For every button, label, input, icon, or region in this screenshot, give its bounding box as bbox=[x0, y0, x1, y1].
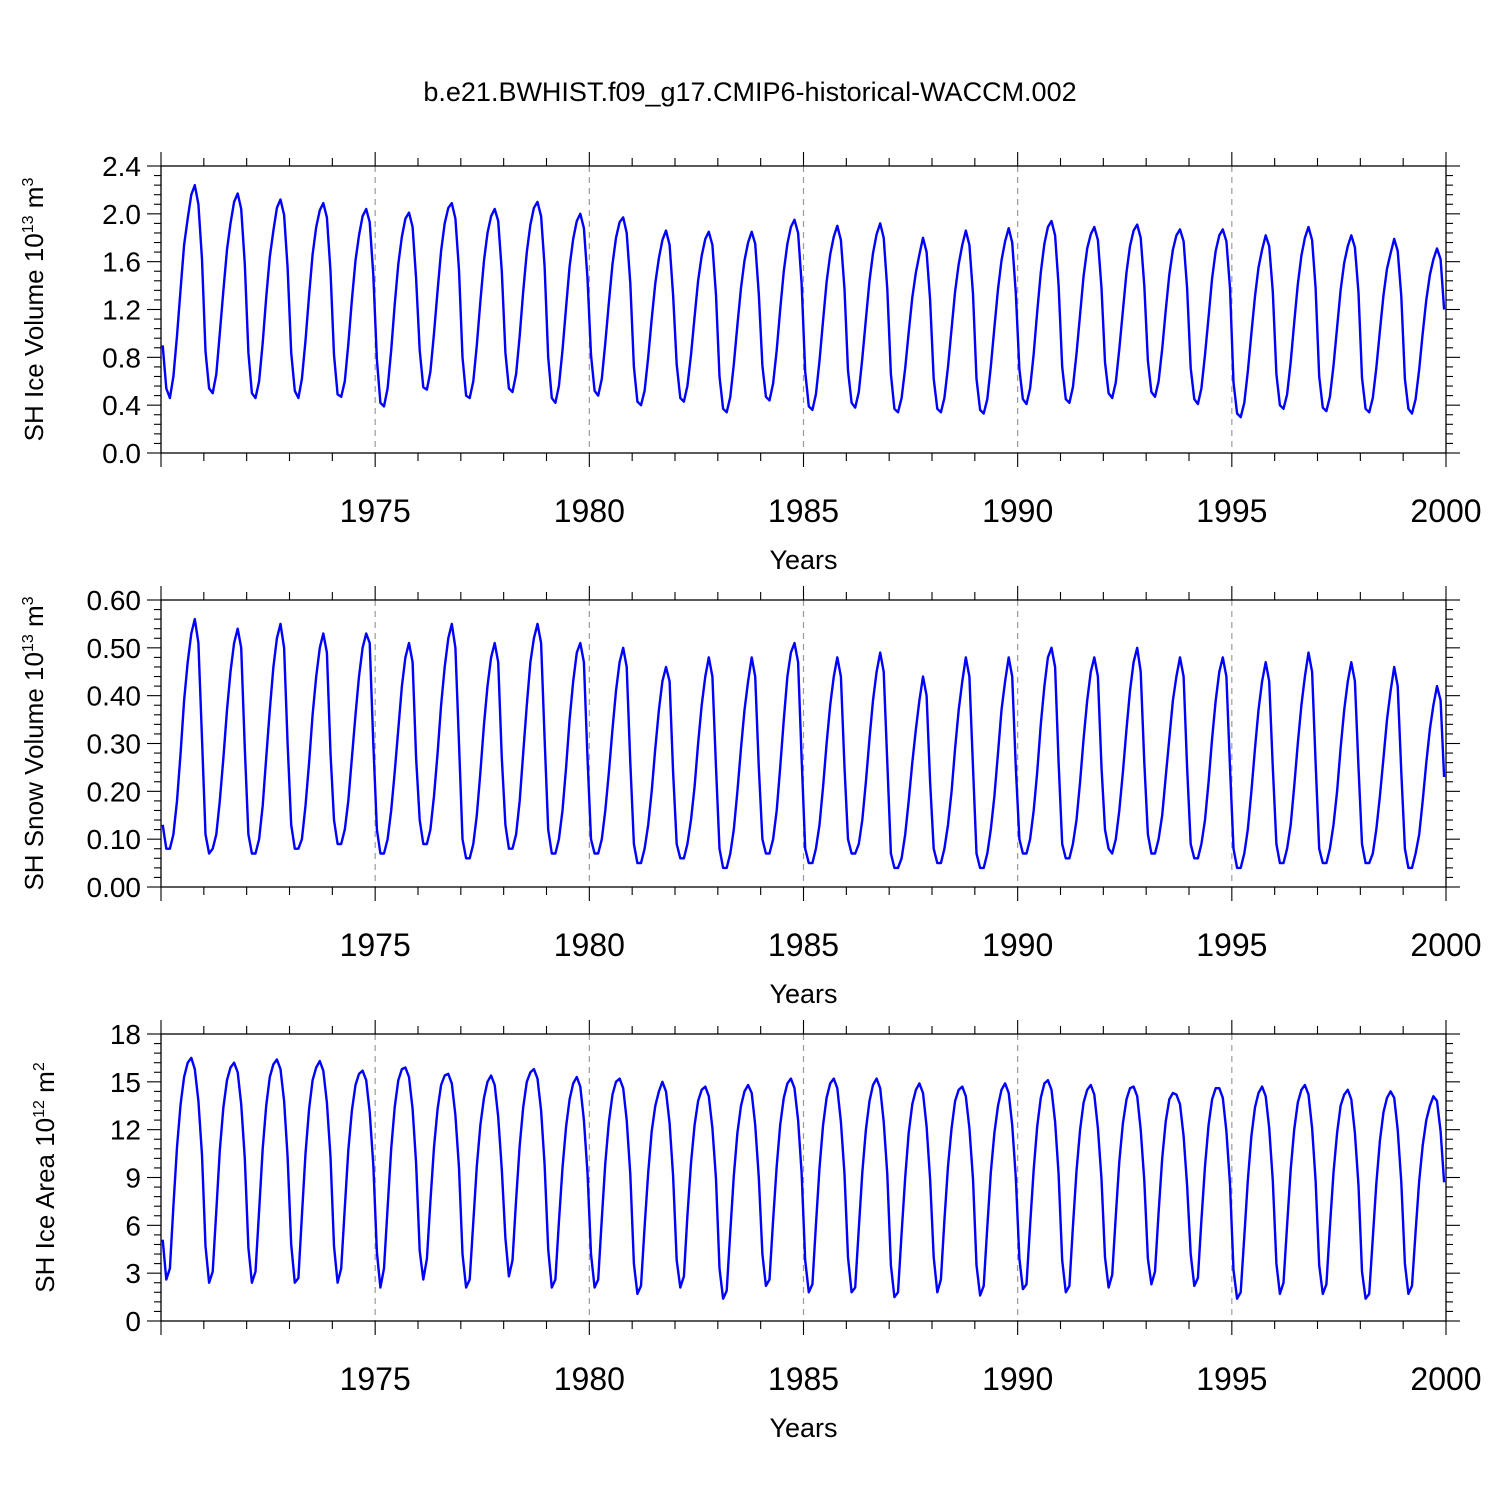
y-tick-label: 0.20 bbox=[87, 776, 142, 807]
y-tick-label: 0.60 bbox=[87, 585, 142, 616]
y-tick-label: 0.50 bbox=[87, 633, 142, 664]
x-tick-label-1995: 1995 bbox=[1196, 927, 1267, 963]
y-axis-label-main: SH Snow Volume 10 bbox=[19, 652, 49, 890]
y-axis-label-unit: m bbox=[19, 187, 49, 216]
y-axis-label: SH Ice Volume 1013 m3 bbox=[19, 178, 49, 442]
x-tick-label-1980: 1980 bbox=[554, 493, 625, 529]
y-axis-label-unit: m bbox=[30, 1071, 60, 1100]
x-tick-label-2000: 2000 bbox=[1410, 1361, 1481, 1397]
series-line-2 bbox=[161, 617, 1446, 870]
y-tick-label: 6 bbox=[125, 1210, 141, 1241]
y-tick-label: 2.0 bbox=[102, 199, 141, 230]
x-axis-label: Years bbox=[769, 545, 837, 575]
x-tick-label-1985: 1985 bbox=[768, 493, 839, 529]
chart-panel-3: 0 3 6 9 12 15 18 1975 1980 1985 1990 1995 2000 Years S… bbox=[30, 1019, 1482, 1443]
x-axis-label: Years bbox=[769, 979, 837, 1009]
y-axis-label-unit-exponent: 2 bbox=[31, 1062, 48, 1071]
x-tick-label-1975: 1975 bbox=[340, 493, 411, 529]
y-tick-label: 0 bbox=[125, 1306, 141, 1337]
y-tick-label: 15 bbox=[110, 1067, 141, 1098]
y-tick-label: 0.40 bbox=[87, 681, 142, 712]
y-axis-label: SH Snow Volume 1013 m3 bbox=[19, 596, 49, 890]
y-tick-label: 2.4 bbox=[102, 151, 141, 182]
y-axis-label-main: SH Ice Volume 10 bbox=[19, 233, 49, 441]
y-tick-label: 3 bbox=[125, 1258, 141, 1289]
x-tick-label-1975: 1975 bbox=[340, 1361, 411, 1397]
y-tick-label: 0.8 bbox=[102, 342, 141, 373]
y-tick-label: 0.10 bbox=[87, 824, 142, 855]
y-axis-label-unit-exponent: 3 bbox=[20, 596, 37, 605]
y-axis-label-exponent: 13 bbox=[20, 215, 37, 233]
chart-panels: 0.0 0.4 0.8 1.2 1.6 2.0 2.4 1975 1980 1985 1990 199… bbox=[19, 151, 1482, 1443]
x-tick-label-1980: 1980 bbox=[554, 1361, 625, 1397]
x-tick-label-2000: 2000 bbox=[1410, 927, 1481, 963]
x-tick-label-1995: 1995 bbox=[1196, 1361, 1267, 1397]
figure-title: b.e21.BWHIST.f09_g17.CMIP6-historical-WA… bbox=[423, 77, 1076, 107]
y-axis-label-unit-exponent: 3 bbox=[20, 178, 37, 187]
y-tick-label: 0.30 bbox=[87, 729, 142, 760]
y-axis-label-exponent: 12 bbox=[31, 1100, 48, 1118]
chart-panel-1: 0.0 0.4 0.8 1.2 1.6 2.0 2.4 1975 1980 1985 1990 199… bbox=[19, 151, 1482, 575]
x-tick-label-1980: 1980 bbox=[554, 927, 625, 963]
y-axis-label-main: SH Ice Area 10 bbox=[30, 1118, 60, 1293]
chart-panel-2: 0.00 0.10 0.20 0.30 0.40 0.50 0.60 1975 1980 1985… bbox=[19, 585, 1482, 1009]
x-tick-label-1975: 1975 bbox=[340, 927, 411, 963]
y-tick-label: 1.6 bbox=[102, 247, 141, 278]
x-tick-label-1990: 1990 bbox=[982, 493, 1053, 529]
y-tick-label: 18 bbox=[110, 1019, 141, 1050]
x-tick-label-1990: 1990 bbox=[982, 1361, 1053, 1397]
y-tick-label: 0.00 bbox=[87, 872, 142, 903]
y-tick-label: 0.4 bbox=[102, 390, 141, 421]
y-axis-label: SH Ice Area 1012 m2 bbox=[30, 1062, 60, 1293]
x-tick-label-1990: 1990 bbox=[982, 927, 1053, 963]
x-tick-label-1995: 1995 bbox=[1196, 493, 1267, 529]
x-tick-label-1985: 1985 bbox=[768, 1361, 839, 1397]
y-tick-label: 1.2 bbox=[102, 295, 141, 326]
series-line-1 bbox=[161, 183, 1446, 419]
y-tick-label: 12 bbox=[110, 1115, 141, 1146]
y-axis-label-exponent: 13 bbox=[20, 634, 37, 652]
y-tick-label: 0.0 bbox=[102, 438, 141, 469]
y-tick-label: 9 bbox=[125, 1163, 141, 1194]
series-line-3 bbox=[161, 1056, 1446, 1300]
x-axis-label: Years bbox=[769, 1413, 837, 1443]
y-axis-label-unit: m bbox=[19, 605, 49, 634]
x-tick-label-2000: 2000 bbox=[1410, 493, 1481, 529]
x-tick-label-1985: 1985 bbox=[768, 927, 839, 963]
